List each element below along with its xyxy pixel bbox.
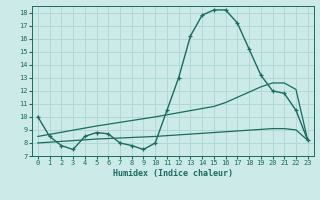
X-axis label: Humidex (Indice chaleur): Humidex (Indice chaleur) bbox=[113, 169, 233, 178]
